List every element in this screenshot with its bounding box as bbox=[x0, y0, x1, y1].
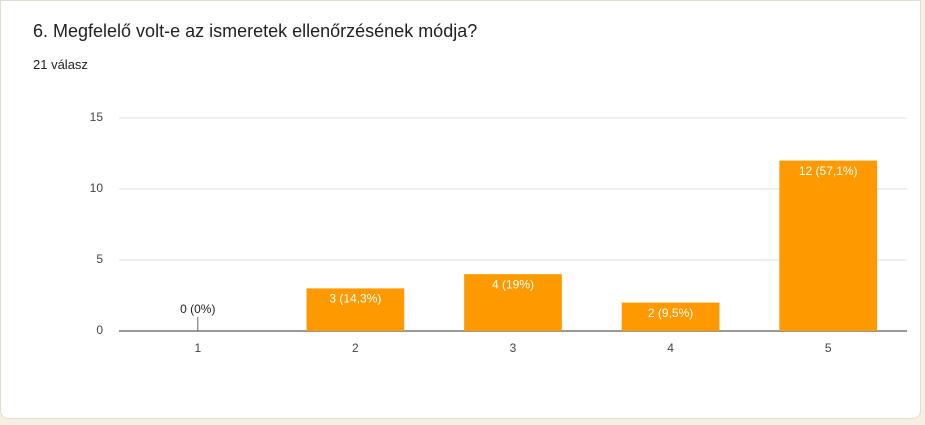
data-label: 2 (9,5%) bbox=[648, 306, 693, 320]
x-tick-label: 3 bbox=[510, 341, 517, 355]
data-label: 3 (14,3%) bbox=[329, 292, 381, 306]
bar bbox=[464, 274, 562, 331]
x-tick-label: 1 bbox=[194, 341, 201, 355]
bar bbox=[621, 302, 720, 331]
x-tick-label: 5 bbox=[825, 341, 832, 355]
data-label: 0 (0%) bbox=[180, 302, 215, 316]
x-tick-label: 4 bbox=[667, 341, 674, 355]
x-tick-label: 2 bbox=[352, 341, 359, 355]
data-label: 4 (19%) bbox=[492, 277, 534, 291]
y-tick-label: 0 bbox=[96, 323, 103, 337]
data-label: 12 (57,1%) bbox=[799, 164, 858, 178]
y-tick-label: 15 bbox=[90, 110, 104, 124]
bar bbox=[306, 288, 405, 331]
bar bbox=[779, 160, 878, 331]
question-title: 6. Megfelelő volt-e az ismeretek ellenőr… bbox=[33, 21, 478, 41]
y-tick-label: 10 bbox=[90, 181, 104, 195]
response-count: 21 válasz bbox=[33, 57, 88, 72]
y-tick-label: 5 bbox=[96, 252, 103, 266]
